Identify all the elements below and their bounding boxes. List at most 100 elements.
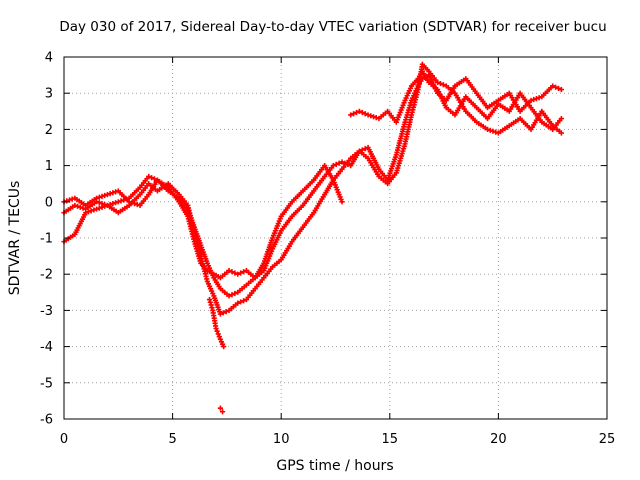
- data-point: [235, 300, 241, 306]
- data-point: [217, 311, 223, 317]
- data-point: [558, 86, 564, 93]
- chart-title: Day 030 of 2017, Sidereal Day-to-day VTE…: [59, 19, 606, 35]
- data-point: [240, 269, 247, 275]
- data-point: [373, 115, 379, 121]
- plot-frame: [63, 56, 608, 420]
- data-point: [88, 208, 94, 214]
- data-point: [64, 198, 70, 204]
- data-point: [219, 409, 226, 415]
- y-tick-label: -1: [40, 232, 53, 247]
- data-point: [110, 190, 116, 196]
- data-point: [345, 161, 351, 167]
- data-point: [110, 201, 116, 207]
- data-point: [434, 79, 441, 85]
- y-tick-label: -4: [40, 340, 53, 355]
- data-point: [531, 96, 537, 103]
- data-point: [207, 299, 213, 305]
- data-point: [206, 296, 213, 303]
- x-tick-label: 10: [273, 432, 290, 447]
- data-point: [115, 199, 121, 205]
- y-tick-label: 0: [45, 195, 53, 210]
- y-tick-label: 3: [45, 87, 53, 102]
- data-point: [215, 331, 221, 337]
- data-point: [493, 129, 499, 135]
- data-point: [487, 127, 493, 133]
- data-point: [96, 200, 102, 206]
- data-point: [208, 302, 214, 308]
- x-tick-label: 20: [490, 432, 507, 447]
- data-point: [74, 203, 81, 209]
- x-tick-label: 0: [60, 432, 68, 447]
- data-point: [240, 298, 247, 304]
- x-tick-label: 5: [168, 432, 176, 447]
- data-point: [216, 334, 222, 340]
- grid: [64, 57, 607, 419]
- data-point: [362, 146, 368, 152]
- y-axis-label: SDTVAR / TECUs: [7, 181, 23, 296]
- data-point: [558, 130, 564, 136]
- data-point: [490, 128, 496, 134]
- data-point: [528, 97, 534, 104]
- data-point: [536, 95, 542, 101]
- y-tick-label: -3: [40, 304, 53, 319]
- data-point: [99, 201, 105, 207]
- data-point: [102, 201, 108, 208]
- data-point: [336, 160, 342, 166]
- data-point: [229, 292, 235, 298]
- y-tick-label: 1: [45, 159, 53, 174]
- data-point: [99, 193, 105, 199]
- x-tick-label: 15: [382, 432, 399, 447]
- data-point: [107, 191, 113, 197]
- data-point: [93, 195, 100, 201]
- data-point: [221, 344, 227, 350]
- x-tick-label: 25: [599, 432, 616, 447]
- data-point: [330, 163, 336, 169]
- data-point: [104, 191, 111, 198]
- data-point: [104, 202, 111, 209]
- data-point: [342, 160, 348, 166]
- data-point: [118, 198, 124, 204]
- data-points: [61, 61, 564, 415]
- y-tick-label: -6: [40, 413, 53, 428]
- data-point: [112, 200, 119, 206]
- data-point: [214, 328, 220, 334]
- y-tick-label: 4: [45, 51, 53, 66]
- data-point: [356, 148, 362, 154]
- data-point: [333, 161, 339, 167]
- data-point: [223, 309, 229, 315]
- data-point: [362, 111, 368, 117]
- data-point: [209, 305, 215, 311]
- y-tick-label: -5: [40, 376, 53, 391]
- data-point: [123, 196, 130, 202]
- data-point: [229, 269, 235, 275]
- data-point: [437, 80, 444, 87]
- data-point: [112, 189, 119, 195]
- data-point: [365, 112, 371, 118]
- axis-ticks: 0 5 10 15 20 25 -6 -5 -4 -3 -2 -1 0 1 2 3 4: [40, 51, 615, 448]
- data-point: [339, 159, 345, 165]
- data-point: [126, 199, 132, 205]
- data-point: [72, 202, 78, 209]
- data-point: [552, 84, 559, 90]
- data-point: [134, 201, 140, 208]
- data-point: [232, 270, 238, 276]
- data-point: [217, 405, 223, 411]
- data-point: [356, 108, 362, 114]
- data-point: [131, 201, 138, 207]
- data-point: [368, 113, 374, 119]
- data-point: [69, 196, 75, 202]
- data-point: [129, 200, 135, 206]
- data-point: [484, 126, 491, 132]
- data-point: [238, 270, 244, 276]
- data-point: [96, 194, 102, 200]
- data-point: [93, 206, 100, 212]
- data-point: [359, 109, 365, 116]
- data-point: [348, 112, 354, 118]
- data-point: [107, 201, 113, 208]
- data-point: [339, 199, 345, 205]
- data-point: [235, 271, 241, 277]
- data-point: [353, 109, 360, 116]
- data-point: [550, 83, 556, 89]
- data-point: [91, 207, 97, 213]
